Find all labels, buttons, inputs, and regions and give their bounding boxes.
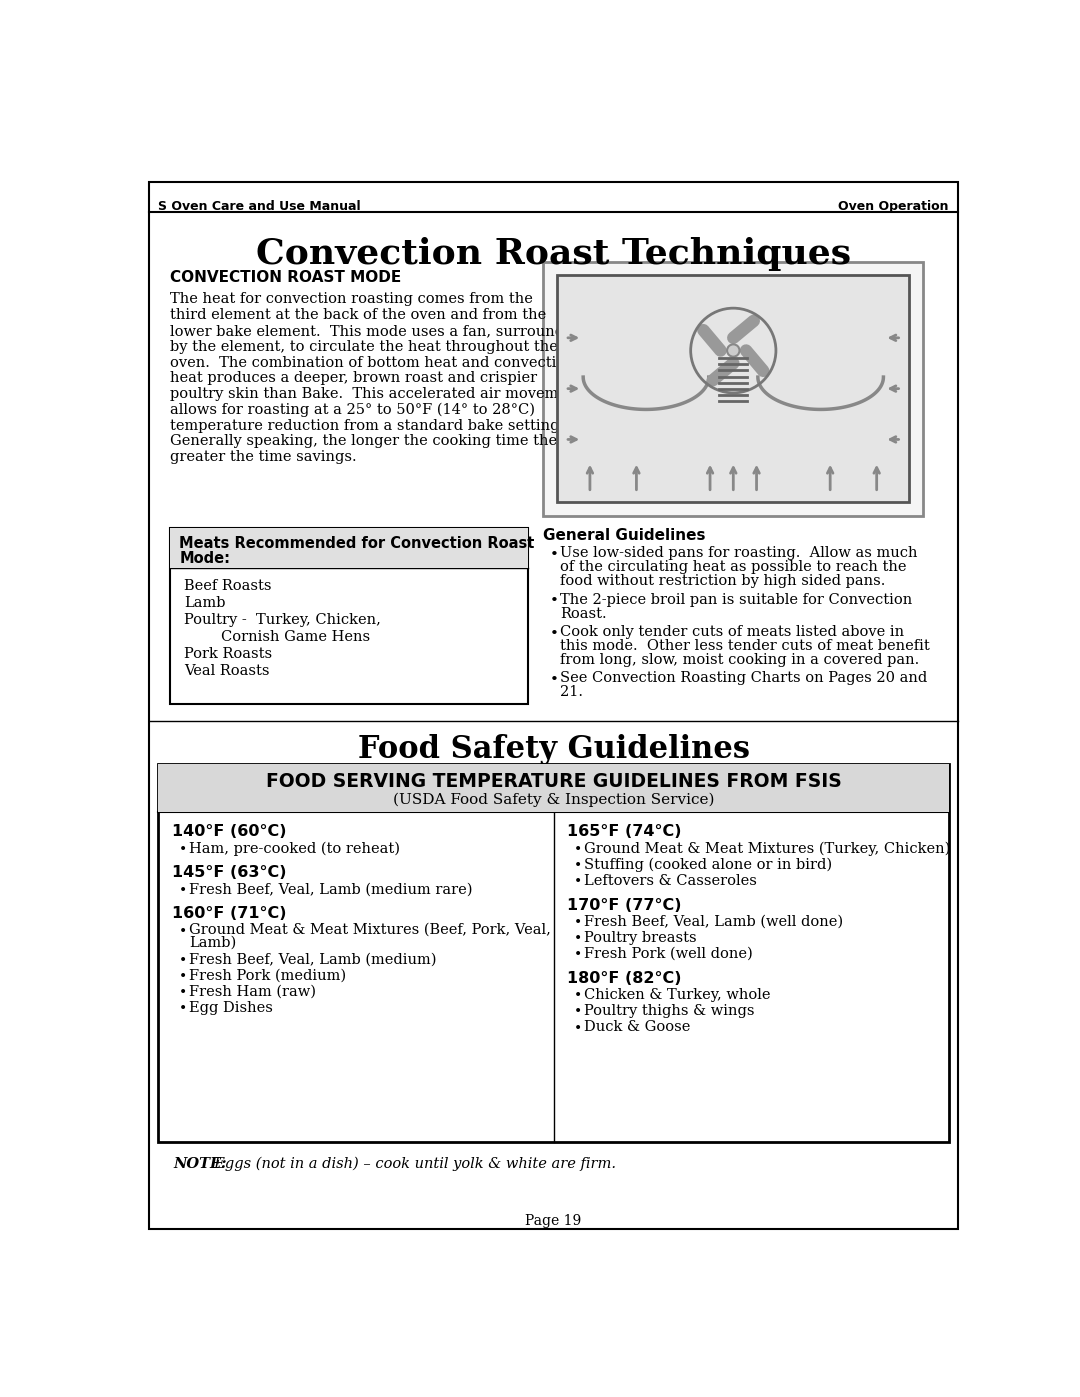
Text: Mode:: Mode: xyxy=(179,550,230,566)
Bar xyxy=(170,528,528,569)
Text: FOOD SERVING TEMPERATURE GUIDELINES FROM FSIS: FOOD SERVING TEMPERATURE GUIDELINES FROM… xyxy=(266,773,841,791)
Text: Fresh Pork (well done): Fresh Pork (well done) xyxy=(584,947,753,961)
Circle shape xyxy=(727,344,740,356)
Text: General Guidelines: General Guidelines xyxy=(543,528,706,543)
Text: •: • xyxy=(178,842,187,856)
Text: Food Safety Guidelines: Food Safety Guidelines xyxy=(357,733,750,764)
Text: by the element, to circulate the heat throughout the: by the element, to circulate the heat th… xyxy=(170,339,557,353)
Text: Fresh Pork (medium): Fresh Pork (medium) xyxy=(189,968,347,982)
Bar xyxy=(170,528,528,704)
Text: 145°F (63°C): 145°F (63°C) xyxy=(172,865,286,880)
Text: Poultry thighs & wings: Poultry thighs & wings xyxy=(584,1004,755,1018)
Text: Fresh Beef, Veal, Lamb (medium rare): Fresh Beef, Veal, Lamb (medium rare) xyxy=(189,882,473,897)
Bar xyxy=(543,261,923,515)
Text: •: • xyxy=(178,884,187,898)
Text: 21.: 21. xyxy=(561,685,583,698)
Text: NOTE:: NOTE: xyxy=(174,1157,227,1171)
Text: (USDA Food Safety & Inspection Service): (USDA Food Safety & Inspection Service) xyxy=(393,792,714,806)
Text: •: • xyxy=(178,925,187,939)
Text: Lamb: Lamb xyxy=(184,595,226,609)
Bar xyxy=(159,764,948,1141)
Text: from long, slow, moist cooking in a covered pan.: from long, slow, moist cooking in a cove… xyxy=(561,652,920,666)
Text: Cornish Game Hens: Cornish Game Hens xyxy=(184,630,370,644)
Bar xyxy=(159,764,948,812)
Text: Veal Roasts: Veal Roasts xyxy=(184,664,269,678)
Text: Cook only tender cuts of meats listed above in: Cook only tender cuts of meats listed ab… xyxy=(561,624,905,638)
Text: •: • xyxy=(573,989,582,1003)
Text: Ham, pre-cooked (to reheat): Ham, pre-cooked (to reheat) xyxy=(189,841,401,856)
Text: •: • xyxy=(573,932,582,946)
Text: Stuffing (cooked alone or in bird): Stuffing (cooked alone or in bird) xyxy=(584,858,833,872)
Text: •: • xyxy=(573,949,582,963)
Text: Convection Roast Techniques: Convection Roast Techniques xyxy=(256,237,851,271)
Text: Ground Meat & Meat Mixtures (Beef, Pork, Veal,: Ground Meat & Meat Mixtures (Beef, Pork,… xyxy=(189,923,551,937)
Text: •: • xyxy=(573,859,582,873)
Text: poultry skin than Bake.  This accelerated air movement: poultry skin than Bake. This accelerated… xyxy=(170,387,582,401)
Text: Oven Operation: Oven Operation xyxy=(838,200,948,212)
Text: •: • xyxy=(178,954,187,968)
Text: •: • xyxy=(550,548,558,562)
Text: greater the time savings.: greater the time savings. xyxy=(170,450,356,464)
Text: Eggs (not in a dish) – cook until yolk & white are firm.: Eggs (not in a dish) – cook until yolk &… xyxy=(205,1157,616,1172)
Text: food without restriction by high sided pans.: food without restriction by high sided p… xyxy=(561,574,886,588)
Text: Chicken & Turkey, whole: Chicken & Turkey, whole xyxy=(584,988,771,1002)
Text: heat produces a deeper, brown roast and crispier: heat produces a deeper, brown roast and … xyxy=(170,372,537,386)
Text: S Oven Care and Use Manual: S Oven Care and Use Manual xyxy=(159,200,361,212)
Text: Ground Meat & Meat Mixtures (Turkey, Chicken): Ground Meat & Meat Mixtures (Turkey, Chi… xyxy=(584,841,950,856)
Text: •: • xyxy=(550,594,558,608)
Text: •: • xyxy=(178,1002,187,1017)
Text: Leftovers & Casseroles: Leftovers & Casseroles xyxy=(584,873,757,887)
Text: Generally speaking, the longer the cooking time the: Generally speaking, the longer the cooki… xyxy=(170,434,557,448)
Text: Roast.: Roast. xyxy=(561,606,607,620)
Text: temperature reduction from a standard bake setting.: temperature reduction from a standard ba… xyxy=(170,419,564,433)
Text: Duck & Goose: Duck & Goose xyxy=(584,1020,691,1034)
Text: •: • xyxy=(550,673,558,687)
Text: Beef Roasts: Beef Roasts xyxy=(184,578,271,592)
Text: Fresh Beef, Veal, Lamb (medium): Fresh Beef, Veal, Lamb (medium) xyxy=(189,953,436,967)
Text: Meats Recommended for Convection Roast: Meats Recommended for Convection Roast xyxy=(179,535,535,550)
Text: 180°F (82°C): 180°F (82°C) xyxy=(567,971,681,986)
Text: •: • xyxy=(178,986,187,1000)
Bar xyxy=(557,275,909,502)
Text: Poultry -  Turkey, Chicken,: Poultry - Turkey, Chicken, xyxy=(184,613,380,627)
Text: lower bake element.  This mode uses a fan, surrounded: lower bake element. This mode uses a fan… xyxy=(170,324,582,338)
Text: 170°F (77°C): 170°F (77°C) xyxy=(567,898,681,912)
Text: •: • xyxy=(573,842,582,856)
Text: Poultry breasts: Poultry breasts xyxy=(584,930,697,944)
Text: 140°F (60°C): 140°F (60°C) xyxy=(172,824,286,840)
Text: 160°F (71°C): 160°F (71°C) xyxy=(172,907,286,921)
Text: The heat for convection roasting comes from the: The heat for convection roasting comes f… xyxy=(170,292,532,306)
Text: Use low-sided pans for roasting.  Allow as much: Use low-sided pans for roasting. Allow a… xyxy=(561,546,918,560)
Text: of the circulating heat as possible to reach the: of the circulating heat as possible to r… xyxy=(561,560,907,574)
Text: •: • xyxy=(178,970,187,983)
Text: •: • xyxy=(573,1021,582,1035)
Text: CONVECTION ROAST MODE: CONVECTION ROAST MODE xyxy=(170,270,401,285)
Text: •: • xyxy=(573,876,582,890)
Text: Fresh Ham (raw): Fresh Ham (raw) xyxy=(189,985,316,999)
Text: Fresh Beef, Veal, Lamb (well done): Fresh Beef, Veal, Lamb (well done) xyxy=(584,915,843,929)
Text: See Convection Roasting Charts on Pages 20 and: See Convection Roasting Charts on Pages … xyxy=(561,671,928,685)
Text: •: • xyxy=(573,916,582,930)
Text: this mode.  Other less tender cuts of meat benefit: this mode. Other less tender cuts of mea… xyxy=(561,638,930,652)
Text: Page 19: Page 19 xyxy=(525,1214,582,1228)
Text: Egg Dishes: Egg Dishes xyxy=(189,1000,273,1014)
Text: The 2-piece broil pan is suitable for Convection: The 2-piece broil pan is suitable for Co… xyxy=(561,592,913,606)
Text: oven.  The combination of bottom heat and convection: oven. The combination of bottom heat and… xyxy=(170,355,575,370)
Text: •: • xyxy=(573,1006,582,1020)
Text: third element at the back of the oven and from the: third element at the back of the oven an… xyxy=(170,309,546,323)
Text: 165°F (74°C): 165°F (74°C) xyxy=(567,824,681,840)
Text: Lamb): Lamb) xyxy=(189,936,237,950)
Text: Pork Roasts: Pork Roasts xyxy=(184,647,272,661)
Text: allows for roasting at a 25° to 50°F (14° to 28°C): allows for roasting at a 25° to 50°F (14… xyxy=(170,402,535,418)
Text: •: • xyxy=(550,627,558,641)
